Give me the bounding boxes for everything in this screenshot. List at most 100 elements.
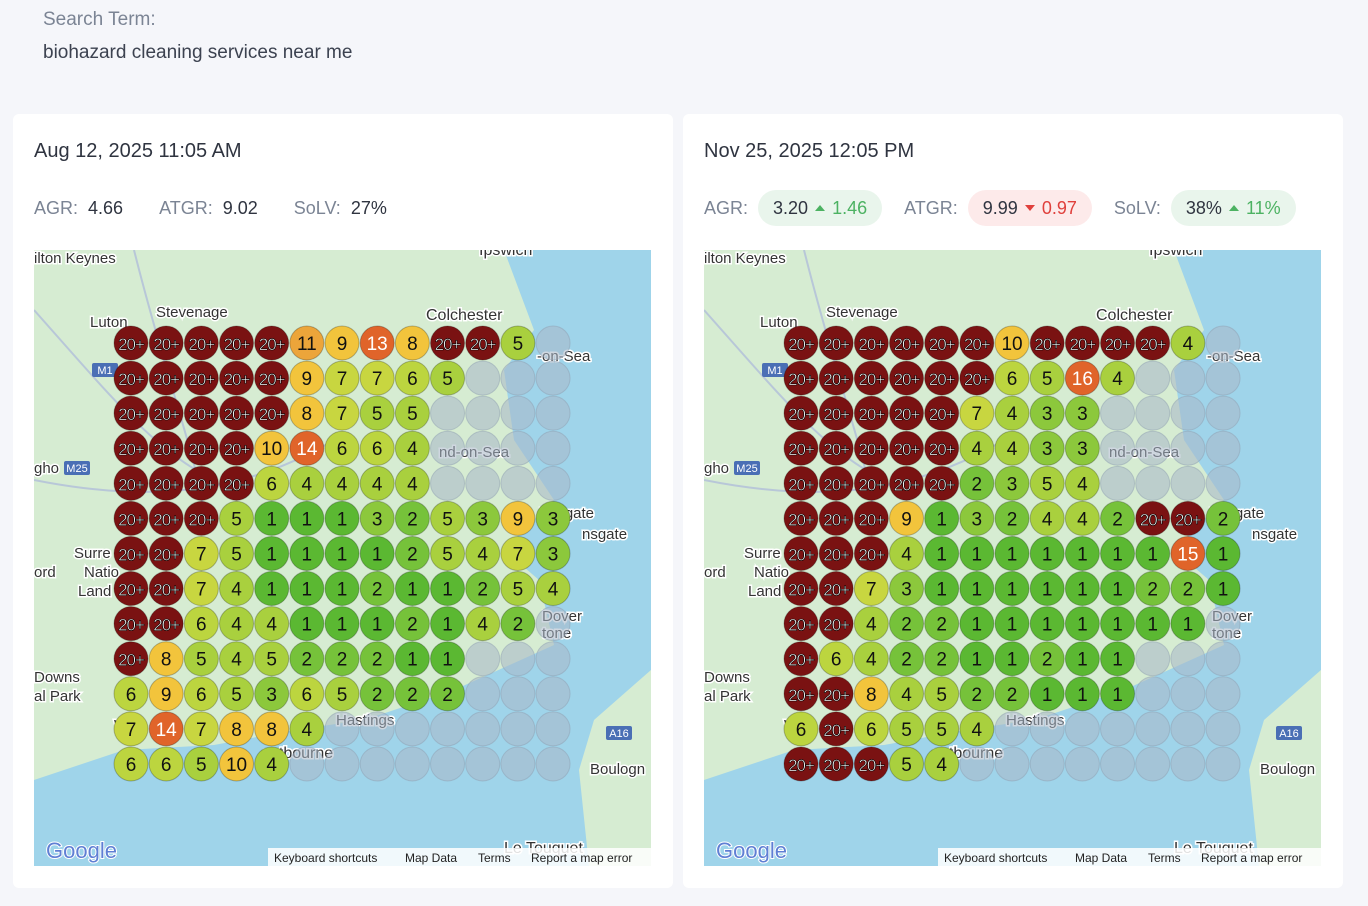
rank-value: 20+ — [188, 475, 215, 494]
rank-dot — [783, 535, 819, 571]
map-label: gho — [34, 460, 59, 477]
rank-dot — [359, 606, 395, 642]
empty-cell — [500, 360, 536, 396]
rank-value: 1 — [1147, 615, 1158, 636]
rank-value: 4 — [302, 474, 313, 495]
rank-value: 1 — [936, 580, 947, 601]
rank-value: 20+ — [259, 335, 286, 354]
metric-name: AGR: — [704, 197, 749, 218]
rank-dot — [1100, 535, 1136, 571]
rank-dot — [148, 606, 184, 642]
empty-cell — [1064, 746, 1100, 782]
rank-value: 20+ — [788, 440, 815, 459]
empty-cell — [1170, 360, 1206, 396]
rank-dot — [889, 606, 925, 642]
metric-value: 9.02 — [222, 197, 258, 218]
rank-dot — [1100, 360, 1136, 396]
empty-cell — [1170, 711, 1206, 747]
rank-dot — [959, 430, 995, 466]
road-label: A16 — [609, 728, 629, 740]
rank-dot — [1170, 606, 1206, 642]
rank-dot — [1029, 535, 1065, 571]
rank-value: 20+ — [188, 440, 215, 459]
rank-dot — [113, 606, 149, 642]
empty-cell — [1170, 395, 1206, 431]
metric-value: 38% — [1185, 197, 1222, 218]
rank-dot — [359, 360, 395, 396]
empty-cell — [500, 676, 536, 712]
empty-cell — [465, 676, 501, 712]
rank-value: 20+ — [894, 475, 921, 494]
empty-cell — [359, 711, 395, 747]
metric-change: 11% — [1245, 197, 1281, 218]
rank-dot — [219, 430, 255, 466]
rank-dot — [1135, 606, 1171, 642]
rank-dot — [113, 430, 149, 466]
rank-value: 6 — [196, 685, 207, 706]
arrow — [1228, 205, 1239, 211]
rank-dot — [889, 465, 925, 501]
map-label: Land — [748, 583, 781, 600]
rank-value: 4 — [1007, 404, 1018, 425]
empty-cell — [1135, 746, 1171, 782]
rank-value: 1 — [936, 544, 947, 565]
rank-dot — [219, 571, 255, 607]
rank-dot — [289, 325, 325, 361]
rank-value: 8 — [407, 334, 418, 355]
empty-cell — [535, 360, 571, 396]
rank-dot — [465, 325, 501, 361]
rank-dot — [148, 711, 184, 747]
map-label: ilton Keynes — [34, 250, 116, 267]
rank-value: 1 — [1218, 544, 1229, 565]
rank-dot — [1029, 360, 1065, 396]
empty-cell — [324, 711, 360, 747]
rank-value: 20+ — [153, 370, 180, 389]
rank-dot — [889, 535, 925, 571]
rank-value: 1 — [337, 509, 348, 530]
rank-value: 2 — [972, 685, 983, 706]
change-arrow — [1228, 205, 1239, 211]
rank-value: 5 — [1042, 474, 1053, 495]
rank-value: 20+ — [858, 440, 885, 459]
rank-dot — [219, 676, 255, 712]
rank-value: 1 — [1007, 580, 1018, 601]
rank-value: 10 — [226, 755, 247, 776]
rank-dot — [535, 535, 571, 571]
rank-dot — [889, 360, 925, 396]
rank-value: 5 — [442, 369, 453, 390]
rank-dot — [254, 360, 290, 396]
empty-cell — [1170, 746, 1206, 782]
rank-value: 1 — [1183, 615, 1194, 636]
rank-value: 1 — [1042, 580, 1053, 601]
rank-value: 20+ — [788, 651, 815, 670]
rank-value: 1 — [1112, 580, 1123, 601]
map-label: Surre — [74, 545, 111, 562]
rank-value: 1 — [1112, 685, 1123, 706]
road-label: A16 — [1279, 728, 1299, 740]
rank-value: 20+ — [224, 370, 251, 389]
rank-value: 3 — [266, 685, 277, 706]
empty-cell — [535, 676, 571, 712]
rank-value: 20+ — [823, 475, 850, 494]
rank-dot — [1064, 676, 1100, 712]
rank-value: 7 — [866, 580, 877, 601]
rank-value: 20+ — [224, 440, 251, 459]
rank-value: 6 — [866, 720, 877, 741]
rank-dot — [324, 500, 360, 536]
rank-dot — [783, 676, 819, 712]
rank-dot — [289, 430, 325, 466]
rank-value: 20+ — [858, 370, 885, 389]
rank-value: 5 — [442, 509, 453, 530]
rank-dot — [1029, 571, 1065, 607]
rank-value: 20+ — [470, 335, 497, 354]
road-shield — [1276, 726, 1302, 740]
rank-dot — [924, 500, 960, 536]
rank-value: 3 — [1077, 439, 1088, 460]
france — [609, 670, 651, 866]
road-shield — [734, 461, 760, 475]
rank-dot — [924, 535, 960, 571]
rank-value: 20+ — [788, 545, 815, 564]
rank-value: 1 — [442, 650, 453, 671]
rank-value: 20+ — [1105, 335, 1132, 354]
rank-value: 1 — [1042, 615, 1053, 636]
